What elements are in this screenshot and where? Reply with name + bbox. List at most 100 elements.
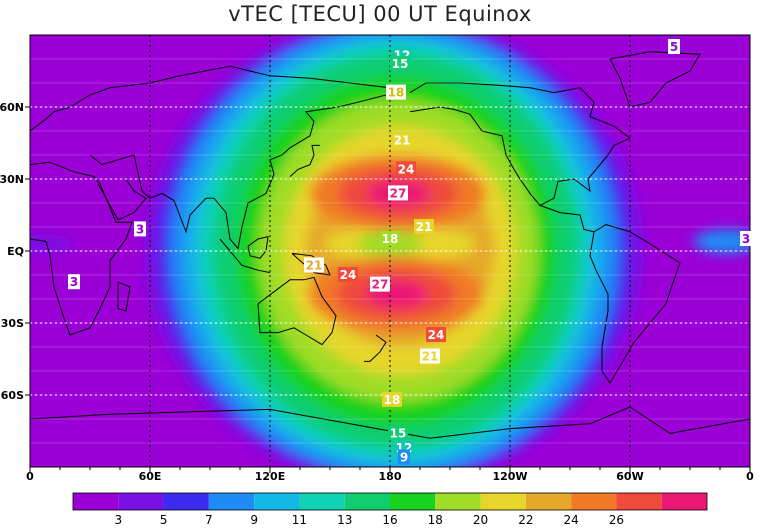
contour-label: 3 [68, 274, 80, 290]
y-tick-label: EQ [7, 245, 24, 258]
contour-label-box [338, 267, 358, 282]
contour-label-box [134, 221, 146, 237]
contour-label-text: 21 [306, 258, 323, 272]
tec-band [30, 234, 74, 254]
y-tick-label: 30S [1, 317, 24, 330]
contour-label-text: 5 [670, 40, 678, 54]
coastline [609, 51, 701, 108]
contour-label-box [68, 274, 80, 290]
x-axis: 0 60E 120E 180 120W 60W 0 [26, 467, 754, 483]
contour-label: 27 [370, 276, 390, 292]
coastline [30, 65, 391, 148]
contour-label: 18 [380, 231, 400, 246]
colorbar-swatch [661, 493, 707, 510]
contour-label: 21 [304, 257, 324, 273]
contour-label-box [398, 449, 410, 465]
contour-label-text: 18 [384, 393, 401, 407]
x-tick-label: 120W [492, 470, 527, 483]
contour-label-box [740, 231, 752, 246]
contour-label-text: 15 [392, 57, 409, 71]
colorbar-label: 9 [250, 513, 258, 527]
coastline [289, 144, 320, 177]
colorbar-swatch [208, 493, 255, 510]
contour-label-text: 21 [422, 350, 439, 364]
colorbar-frame [72, 492, 708, 511]
tec-band [694, 229, 750, 254]
contour-label: 24 [426, 327, 446, 342]
contour-label-box [388, 425, 408, 441]
coastline [117, 281, 131, 312]
contour-label-box [390, 55, 410, 71]
contour-label-text: 3 [742, 232, 750, 246]
coastline [30, 161, 133, 336]
contour-label-box [304, 257, 324, 273]
contour-label-text: 18 [382, 232, 399, 246]
contour-label-box [386, 84, 406, 100]
contour-label-text: 3 [136, 222, 144, 236]
map-title: vTEC [TECU] 00 UT Equinox [228, 2, 532, 26]
contour-label-text: 15 [390, 426, 407, 440]
coastline [89, 94, 387, 250]
colorbar-swatch [480, 493, 526, 510]
coastline [257, 276, 337, 346]
x-tick-label: 0 [746, 470, 754, 483]
colorbar-label: 11 [292, 513, 307, 527]
colorbar: 3 5 7 9 11 13 16 18 20 22 24 26 [72, 492, 708, 527]
coastline [30, 406, 750, 439]
colorbar-label: 20 [473, 513, 488, 527]
contour-label: 15 [388, 425, 408, 441]
contour-label-box [396, 161, 416, 177]
colorbar-label: 5 [160, 513, 168, 527]
coastline [97, 178, 147, 221]
colorbar-swatch [435, 493, 481, 510]
colorbar-swatch [254, 493, 300, 510]
contour-label-box [380, 231, 400, 246]
colorbar-label: 18 [428, 513, 443, 527]
y-tick-label: 60S [1, 389, 24, 402]
contour-label-text: 18 [388, 86, 405, 100]
colorbar-swatch [390, 493, 436, 510]
contour-label: 21 [392, 132, 412, 148]
contour-label-text: 3 [70, 275, 78, 289]
tec-field [30, 35, 750, 467]
coastline [291, 252, 331, 276]
contour-label: 18 [386, 84, 406, 100]
contour-label-box [420, 348, 440, 364]
coastline [409, 106, 541, 206]
colorbar-label: 26 [609, 513, 624, 527]
x-tick-label: 60W [616, 470, 643, 483]
contour-label-box [392, 132, 412, 148]
colorbar-label: 24 [564, 513, 579, 527]
contour-label-text: 24 [340, 268, 357, 282]
contour-label: 18 [382, 391, 402, 407]
contour-label: 15 [390, 55, 410, 71]
contour-label-box [382, 391, 402, 407]
contour-label-text: 9 [400, 450, 408, 464]
coastline [364, 334, 387, 362]
colorbar-label: 7 [205, 513, 213, 527]
colorbar-swatch [163, 493, 209, 510]
colorbar-label: 3 [114, 513, 122, 527]
contour-label-text: 27 [372, 278, 389, 292]
contour-label-text: 27 [390, 186, 407, 200]
contour-label-text: 24 [428, 328, 445, 342]
contour-label-box [414, 219, 434, 234]
contour-label: 3 [740, 231, 752, 246]
contour-label-text: 21 [394, 134, 411, 148]
contour-label: 21 [414, 219, 434, 234]
contour-label: 21 [420, 348, 440, 364]
contour-label: 9 [398, 449, 410, 465]
x-tick-label: 0 [26, 470, 34, 483]
contour-label-box [668, 39, 680, 54]
coastline [219, 238, 271, 274]
contour-label-text: 24 [398, 162, 415, 176]
contour-label: 3 [134, 221, 146, 237]
y-tick-label: 30N [0, 173, 24, 186]
x-tick-label: 60E [139, 470, 162, 483]
colorbar-swatch [344, 493, 390, 510]
contour-label-text: 21 [416, 220, 433, 234]
colorbar-swatch [73, 493, 119, 510]
contour-label: 24 [396, 161, 416, 177]
colorbar-label: 13 [337, 513, 352, 527]
